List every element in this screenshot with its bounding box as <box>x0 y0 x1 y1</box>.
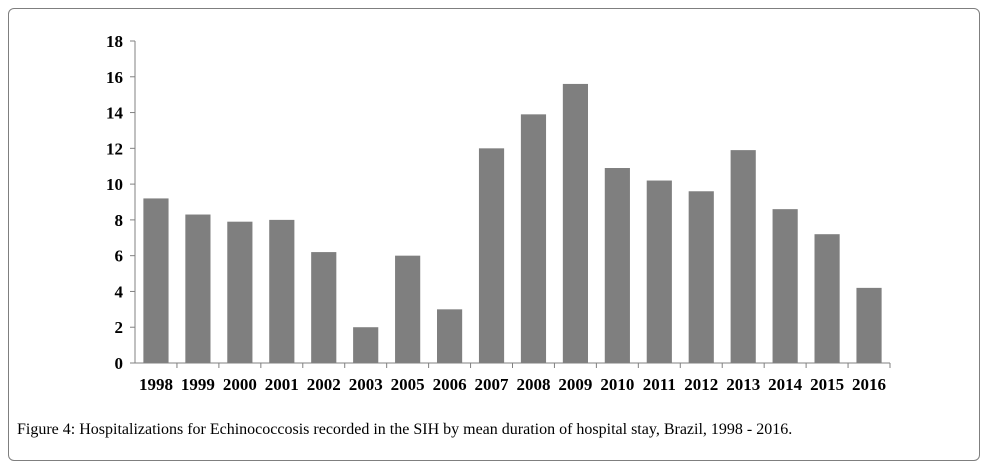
x-tick-label-2015: 2015 <box>810 375 844 394</box>
y-axis-ticks: 0 2 4 6 8 10 12 14 16 18 <box>106 32 135 373</box>
y-tick-label: 16 <box>106 68 123 87</box>
x-tick-label-1999: 1999 <box>181 375 215 394</box>
bar-2006 <box>437 309 463 363</box>
caption-text: Hospitalizations for Echinococcosis reco… <box>75 421 793 438</box>
y-tick-label: 14 <box>106 104 124 123</box>
bar-2005 <box>395 255 421 363</box>
bar-2007 <box>478 148 505 363</box>
bar-1998 <box>143 198 169 363</box>
caption-label: Figure 4: <box>17 421 76 438</box>
x-tick-label-2005: 2005 <box>391 375 425 394</box>
x-tick-label-2011: 2011 <box>643 375 676 394</box>
bar-2013 <box>730 150 756 363</box>
bar-2002 <box>311 252 337 363</box>
x-tick-label-2000: 2000 <box>223 375 257 394</box>
x-tick-label-2003: 2003 <box>349 375 383 394</box>
figure-caption: Figure 4: Hospitalizations for Echinococ… <box>17 421 792 439</box>
bar-2015 <box>814 234 840 363</box>
bar-2000 <box>227 221 253 363</box>
y-tick-label: 0 <box>115 354 124 373</box>
x-tick-label-1998: 1998 <box>139 375 173 394</box>
x-tick-label-2009: 2009 <box>558 375 592 394</box>
x-tick-label-2008: 2008 <box>516 375 550 394</box>
y-tick-label: 6 <box>115 247 124 266</box>
bar-2014 <box>772 209 798 363</box>
bars <box>143 83 882 363</box>
bar-2009 <box>562 83 588 363</box>
y-tick-label: 18 <box>106 32 123 51</box>
x-tick-label-2001: 2001 <box>265 375 299 394</box>
x-tick-label-2012: 2012 <box>684 375 718 394</box>
x-tick-label-2016: 2016 <box>852 375 886 394</box>
y-tick-label: 12 <box>106 139 123 158</box>
y-tick-label: 2 <box>115 318 124 337</box>
y-tick-label: 10 <box>106 175 123 194</box>
bar-2012 <box>688 191 714 363</box>
bar-2001 <box>269 219 295 363</box>
bar-1999 <box>185 214 211 363</box>
x-tick-label-2002: 2002 <box>307 375 341 394</box>
x-tick-label-2007: 2007 <box>475 375 510 394</box>
x-axis-ticks: 1998 1999 2000 2001 2002 2003 2005 2006 2007 2008… <box>139 363 891 394</box>
x-tick-label-2013: 2013 <box>726 375 760 394</box>
x-tick-label-2014: 2014 <box>768 375 803 394</box>
bar-2003 <box>353 327 379 363</box>
y-tick-label: 4 <box>115 282 124 301</box>
bar-2008 <box>520 114 547 363</box>
x-tick-label-2010: 2010 <box>600 375 634 394</box>
y-tick-label: 8 <box>115 211 124 230</box>
bar-2011 <box>646 180 672 363</box>
bar-2010 <box>604 168 630 363</box>
bar-2016 <box>856 287 882 363</box>
x-tick-label-2006: 2006 <box>433 375 467 394</box>
